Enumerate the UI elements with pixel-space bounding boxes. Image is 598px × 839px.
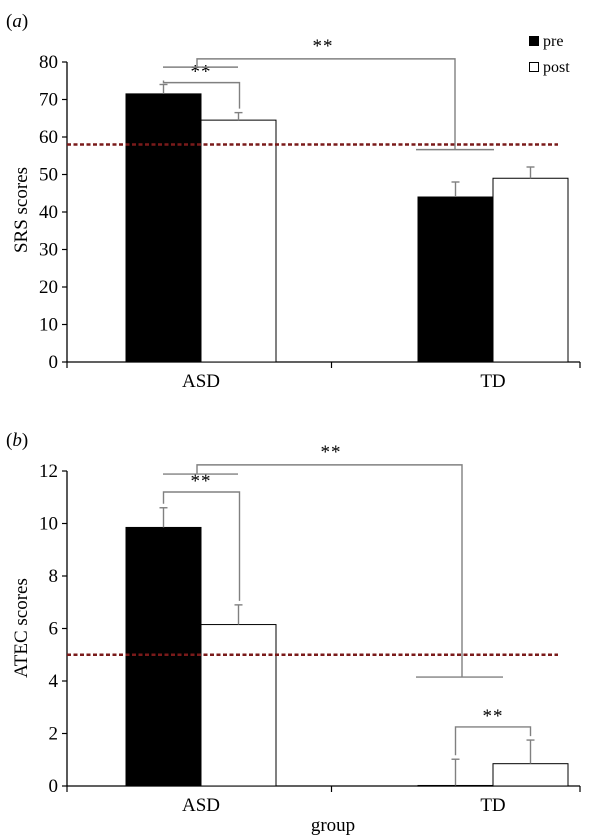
y-tick-label: 20	[39, 277, 58, 298]
x-category-label: TD	[480, 371, 505, 392]
bar-pre-asd	[125, 93, 202, 363]
panel-b: 0 2 4 6 8 10 12 ASD TD ** ** **	[39, 442, 581, 816]
y-tick-label: 80	[39, 52, 58, 73]
significance-bracket-asd	[162, 80, 241, 109]
significance-label: **	[191, 62, 212, 83]
bar-post-asd	[200, 624, 277, 787]
significance-label: **	[321, 442, 342, 463]
y-tick-label: 70	[39, 90, 58, 111]
y-axis-title-srs: SRS scores	[11, 167, 32, 253]
significance-label: **	[483, 706, 504, 727]
significance-bracket-groups	[196, 58, 456, 150]
significance-label: **	[313, 36, 334, 57]
legend-swatch-pre	[529, 36, 539, 46]
bar-post-td	[492, 763, 569, 787]
bar-pre-td	[417, 196, 494, 363]
bar-pre-td	[417, 784, 494, 787]
x-category-label: TD	[480, 795, 505, 816]
panel-a-letter: a	[12, 11, 22, 32]
legend-label-pre: pre	[543, 33, 563, 50]
bar-post-asd	[200, 119, 277, 363]
y-tick-label: 60	[39, 127, 58, 148]
y-tick-label: 12	[39, 461, 58, 482]
y-tick-label: 40	[39, 202, 58, 223]
legend-swatch-post	[529, 62, 539, 72]
y-tick-label: 10	[39, 315, 58, 336]
panel-b-letter: b	[12, 430, 22, 451]
y-tick-label: 6	[49, 619, 59, 640]
y-tick-label: 8	[49, 566, 59, 587]
x-axis-title: group	[311, 815, 355, 836]
legend-label-post: post	[543, 59, 570, 76]
significance-bracket-asd	[162, 491, 241, 601]
significance-label: **	[191, 471, 212, 492]
legend: pre post	[529, 33, 570, 76]
y-tick-label: 0	[49, 776, 59, 797]
bar-post-td	[492, 177, 569, 363]
y-tick-label: 2	[49, 724, 59, 745]
y-tick-label: 0	[49, 352, 59, 373]
panel-a: 0 10 20 30 40 50 60 70 80 ASD TD ** **	[39, 36, 581, 392]
y-tick-label: 30	[39, 240, 58, 261]
y-axis-title-atec: ATEC scores	[11, 578, 32, 678]
x-category-label: ASD	[182, 371, 220, 392]
panel-a-label: (a)	[6, 11, 28, 32]
y-tick-label: 4	[49, 671, 59, 692]
bar-pre-asd	[125, 526, 202, 787]
y-tick-label: 10	[39, 514, 58, 535]
x-category-label: ASD	[182, 795, 220, 816]
significance-bracket-groups	[196, 464, 463, 678]
panel-b-label: (b)	[6, 430, 28, 451]
y-tick-label: 50	[39, 165, 58, 186]
significance-bracket-td	[454, 726, 532, 756]
